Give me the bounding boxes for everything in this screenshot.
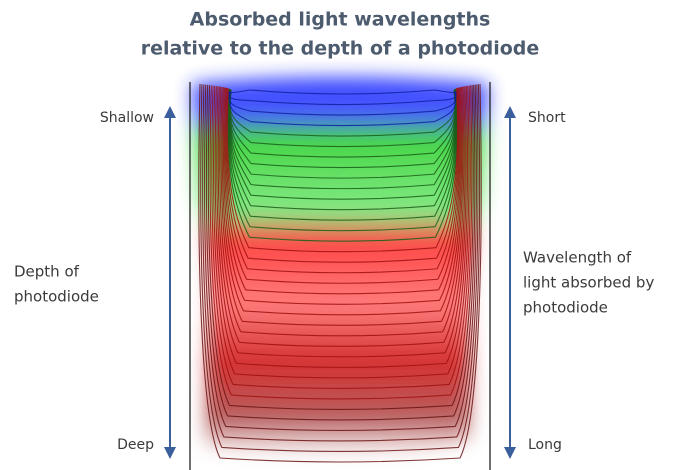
contour <box>228 89 457 221</box>
contour <box>219 86 465 337</box>
contour <box>211 85 471 389</box>
wavelength-label: photodiode <box>523 299 608 317</box>
wavelength-arrow <box>504 106 516 459</box>
depth-label: Depth of <box>14 263 80 281</box>
contour <box>229 89 457 200</box>
depth-label: photodiode <box>14 288 99 306</box>
wavelength-label: Wavelength of <box>523 249 632 267</box>
contour <box>229 90 456 179</box>
contour <box>216 86 467 358</box>
contour <box>217 86 466 347</box>
contour <box>220 86 464 326</box>
contour <box>205 84 476 421</box>
wavelength-label: light absorbed by <box>523 274 654 292</box>
contour <box>213 85 470 379</box>
contour-lines <box>198 83 482 463</box>
contour <box>202 84 479 442</box>
depth-top-label: Shallow <box>100 110 154 126</box>
contour <box>226 88 459 263</box>
contour <box>204 84 477 432</box>
contour <box>198 83 482 463</box>
contour <box>209 85 473 400</box>
contour <box>200 84 481 453</box>
contour <box>228 91 457 127</box>
contour <box>225 88 459 274</box>
contour <box>228 91 457 116</box>
wavelength-bottom-label: Long <box>528 437 562 453</box>
contour <box>228 89 457 211</box>
contour <box>229 90 456 137</box>
contour <box>228 91 457 106</box>
contour <box>227 88 458 253</box>
contour <box>229 90 456 158</box>
contour <box>224 87 460 284</box>
contour <box>221 87 463 316</box>
absorption-fill <box>192 77 488 457</box>
contour <box>229 90 456 169</box>
contour <box>227 88 458 242</box>
contour <box>222 87 462 305</box>
contour <box>229 89 456 190</box>
title-line: Absorbed light wavelengths <box>190 9 491 31</box>
contour <box>223 87 461 295</box>
depth-bottom-label: Deep <box>117 437 154 453</box>
contour <box>229 90 456 148</box>
contour <box>228 89 457 95</box>
depth-arrow <box>164 106 176 459</box>
contour <box>207 85 474 410</box>
contour <box>228 88 457 232</box>
wavelength-top-label: Short <box>528 110 566 126</box>
title-line: relative to the depth of a photodiode <box>141 38 540 60</box>
contour <box>214 86 469 368</box>
